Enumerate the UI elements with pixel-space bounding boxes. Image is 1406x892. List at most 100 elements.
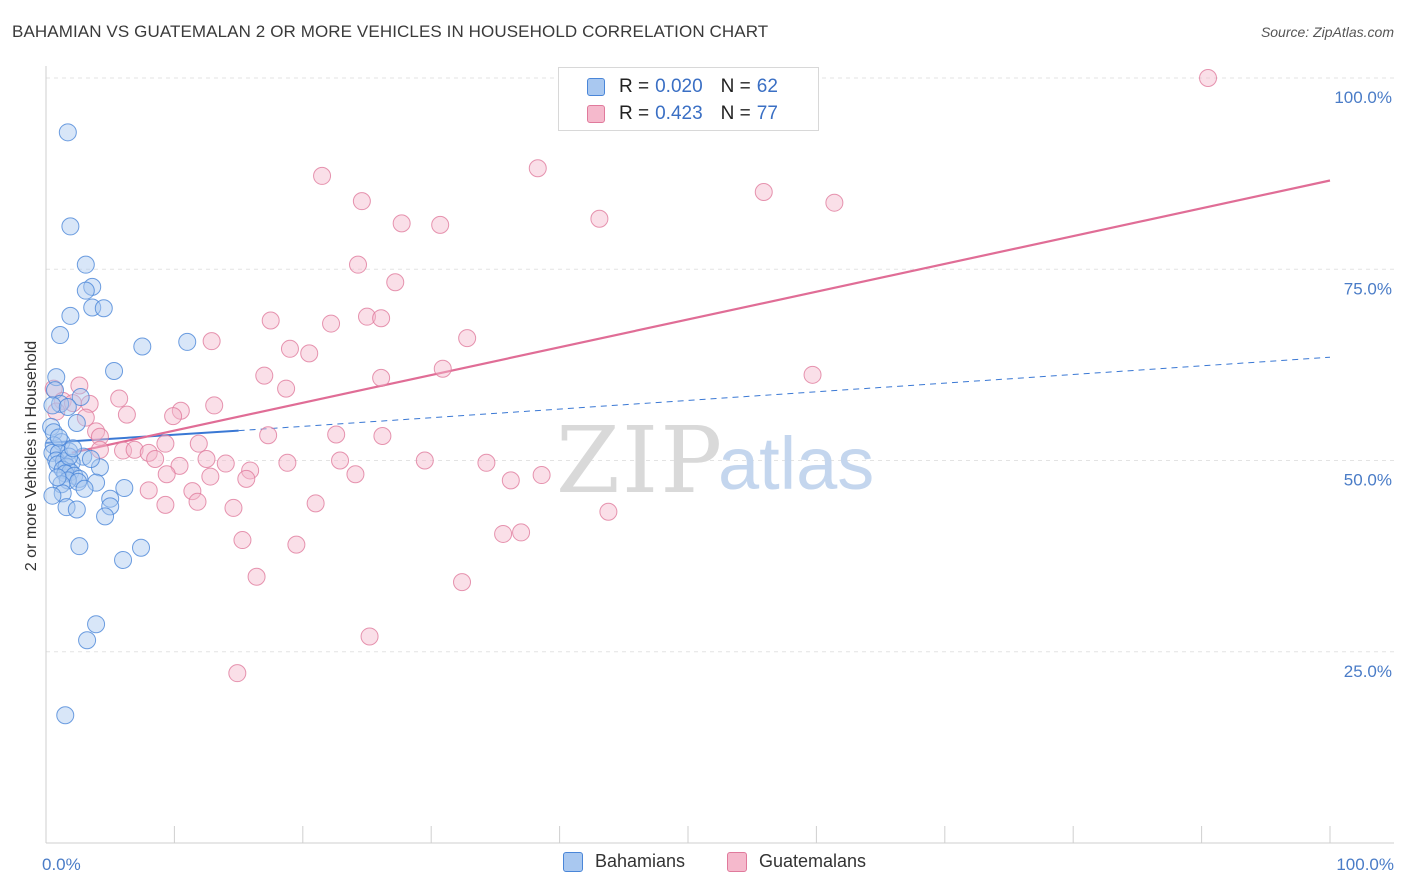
guatemalan-point	[277, 379, 296, 398]
r-label: R =	[619, 103, 650, 124]
guatemalan-point	[372, 368, 391, 387]
bahamian-point	[49, 428, 68, 447]
guatemalan-point	[156, 495, 175, 514]
legend-item-guatemalans[interactable]: Guatemalans	[727, 851, 866, 872]
x-tick-label: 100.0%	[1336, 855, 1394, 874]
watermark-atlas: atlas	[718, 422, 874, 505]
guatemalan-point	[216, 454, 235, 473]
guatemalan-point	[233, 531, 252, 550]
bahamian-point	[67, 414, 86, 433]
guatemalan-point	[453, 573, 472, 592]
bahamian-point	[44, 423, 63, 442]
bahamian-point	[133, 337, 152, 356]
r-label: R =	[619, 76, 650, 97]
guatemalans-swatch	[587, 105, 605, 123]
bahamian-point	[51, 326, 70, 345]
guatemalan-point	[90, 427, 109, 446]
bahamian-point	[42, 417, 61, 436]
guatemalan-point	[189, 434, 208, 453]
bahamian-point	[96, 507, 115, 526]
guatemalan-point	[477, 453, 496, 472]
tick-labels: 25.0% 50.0% 75.0% 100.0% 0.0% 100.0%	[42, 88, 1394, 874]
r-value: 0.423	[655, 103, 703, 124]
axes	[45, 66, 1394, 844]
guatemalan-point	[352, 192, 371, 211]
guatemalan-point	[373, 427, 392, 446]
bahamian-point	[43, 396, 62, 415]
watermark: ZIP atlas	[556, 407, 874, 514]
guatemalan-point	[528, 159, 547, 178]
bahamian-point	[67, 500, 86, 519]
legend-row-guatemalans: R = 0.423 N = 77	[559, 101, 778, 127]
n-label: N =	[720, 76, 751, 97]
bahamian-point	[58, 123, 77, 142]
bahamian-point	[105, 361, 124, 380]
y-axis-title: 2 or more Vehicles in Household	[23, 341, 40, 571]
guatemalan-point	[80, 394, 99, 413]
bahamian-point	[58, 397, 77, 416]
guatemalan-point	[110, 389, 129, 408]
guatemalan-point	[287, 535, 306, 554]
guatemalan-point	[139, 481, 158, 500]
watermark-zip: ZIP	[556, 407, 724, 514]
guatemalan-point	[237, 469, 256, 488]
guatemalan-point	[392, 214, 411, 233]
guatemalan-point	[358, 307, 376, 326]
guatemalan-trend-line	[71, 179, 1331, 454]
guatemalans-legend-label: Guatemalans	[759, 851, 867, 871]
guatemalan-point	[300, 344, 319, 363]
guatemalan-point	[202, 332, 221, 351]
bahamian-point	[76, 255, 95, 274]
guatemalan-point	[259, 426, 278, 445]
guatemalan-point	[327, 425, 346, 444]
bahamian-point	[78, 631, 97, 650]
bahamians-legend-swatch	[563, 851, 583, 872]
guatemalan-point	[261, 311, 280, 330]
n-value: 62	[756, 76, 778, 97]
guatemalan-point	[157, 465, 176, 484]
bahamian-point	[61, 217, 80, 236]
guatemalan-point	[197, 449, 216, 468]
data-points	[42, 69, 1218, 725]
series-legend: Bahamians Guatemalans	[0, 851, 1406, 877]
stats-legend: R = 0.020 N = 62 R = 0.423 N = 77	[558, 67, 819, 131]
guatemalan-point	[76, 408, 95, 427]
bahamian-point	[114, 550, 133, 569]
legend-row-bahamians: R = 0.020 N = 62	[559, 74, 778, 100]
y-tick-label: 75.0%	[1344, 279, 1392, 298]
guatemalan-point	[117, 405, 136, 424]
guatemalan-point	[532, 466, 551, 485]
bahamian-point	[61, 306, 80, 325]
legend-item-bahamians[interactable]: Bahamians	[563, 851, 685, 872]
guatemalan-point	[512, 523, 531, 542]
guatemalan-point	[501, 471, 520, 490]
n-value: 77	[756, 103, 778, 124]
bahamian-point	[70, 469, 89, 488]
guatemalan-point	[247, 567, 266, 586]
source-label: Source: ZipAtlas.com	[1260, 24, 1394, 40]
guatemalan-point	[590, 209, 609, 228]
bahamian-point	[43, 486, 62, 505]
y-tick-label: 50.0%	[1344, 471, 1392, 490]
bahamian-point	[76, 281, 95, 300]
r-value: 0.020	[655, 76, 703, 97]
guatemalan-point	[280, 339, 299, 358]
guatemalan-point	[313, 166, 332, 185]
guatemalan-point	[433, 359, 452, 378]
guatemalan-point	[431, 215, 450, 234]
guatemalan-point	[90, 440, 109, 459]
bahamian-point	[48, 468, 67, 487]
bahamians-swatch	[587, 78, 605, 96]
n-label: N =	[720, 103, 751, 124]
guatemalan-point	[825, 193, 844, 212]
guatemalan-point	[386, 273, 405, 292]
guatemalan-point	[372, 309, 391, 328]
guatemalan-point	[803, 365, 822, 384]
bahamian-point	[101, 489, 120, 508]
guatemalan-point	[306, 494, 325, 513]
guatemalan-point	[360, 627, 379, 646]
bahamian-point	[101, 497, 120, 516]
bahamian-point	[87, 473, 106, 492]
bahamian-trend-extension	[238, 356, 1331, 432]
